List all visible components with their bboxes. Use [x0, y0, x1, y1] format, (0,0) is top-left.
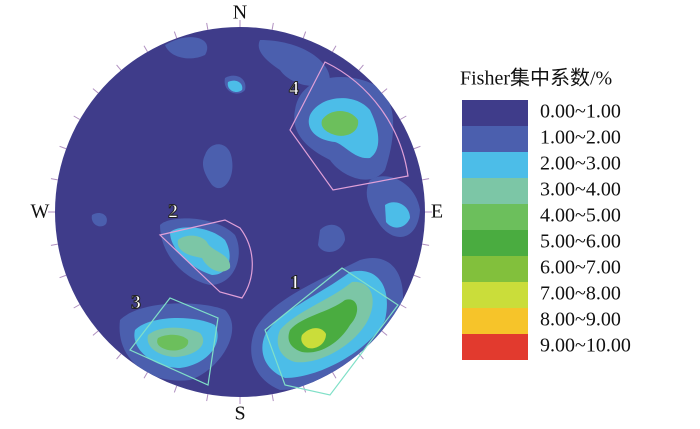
set-label: 2 [168, 201, 178, 223]
direction-label: E [431, 201, 443, 223]
tick [92, 88, 99, 94]
contour [165, 37, 208, 59]
legend-label: 3.00~4.00 [540, 179, 621, 201]
contour [157, 334, 189, 351]
tick [271, 394, 274, 402]
tick [73, 115, 81, 120]
tick-ring [48, 20, 432, 404]
legend-swatch [462, 100, 528, 126]
contour [321, 111, 359, 136]
tick [332, 45, 337, 53]
set-label: 3 [131, 292, 141, 314]
tick [399, 304, 407, 309]
legend-swatch [462, 334, 528, 360]
set-label: 1 [290, 272, 300, 294]
tick [422, 243, 430, 246]
direction-label: W [31, 201, 50, 223]
set-label: 4 [289, 78, 299, 100]
tick [92, 330, 99, 336]
direction-label: S [234, 403, 245, 425]
tick [116, 353, 122, 360]
tick [59, 274, 67, 279]
tick [271, 22, 274, 30]
legend-label: 7.00~8.00 [540, 283, 621, 305]
tick [116, 64, 122, 71]
window [289, 61, 409, 191]
legend-swatch [462, 178, 528, 204]
tick [50, 178, 58, 181]
window [158, 219, 253, 299]
legend-label: 2.00~3.00 [540, 153, 621, 175]
contour [318, 224, 345, 252]
legend-swatch [462, 256, 528, 282]
tick [73, 304, 81, 309]
tick [399, 115, 407, 120]
tick [206, 22, 209, 30]
legend-label: 5.00~6.00 [540, 231, 621, 253]
contour [301, 328, 326, 349]
legend-label: 6.00~7.00 [540, 257, 621, 279]
tick [173, 385, 178, 393]
tick [332, 371, 337, 379]
legend-swatch [462, 152, 528, 178]
tick [381, 330, 388, 336]
tick [381, 88, 388, 94]
contour [385, 202, 410, 228]
tick [302, 31, 307, 39]
legend-label: 1.00~2.00 [540, 127, 621, 149]
tick [413, 145, 421, 150]
window [129, 297, 219, 386]
legend-label: 0.00~1.00 [540, 101, 621, 123]
legend-label: 8.00~9.00 [540, 309, 621, 331]
legend: 0.00~1.00 1.00~2.00 2.00~3.00 3.00~4.00 4.00… [462, 100, 631, 360]
contour [177, 235, 231, 272]
legend-swatch [462, 204, 528, 230]
tick [358, 64, 364, 71]
contour [202, 144, 233, 189]
legend-title: Fisher集中系数/% [460, 67, 612, 90]
contour [258, 40, 330, 87]
tick [413, 274, 421, 279]
window [264, 267, 399, 396]
contours [91, 37, 420, 390]
tick [143, 45, 148, 53]
tick [59, 145, 67, 150]
tick [50, 243, 58, 246]
tick [173, 31, 178, 39]
tick [206, 394, 209, 402]
legend-label: 9.00~10.00 [540, 335, 631, 357]
tick [143, 371, 148, 379]
direction-label: N [233, 2, 247, 24]
tick [358, 353, 364, 360]
legend-swatch [462, 308, 528, 334]
legend-swatch [462, 230, 528, 256]
contour [91, 213, 107, 227]
tick [422, 178, 430, 181]
set-windows [129, 61, 409, 396]
legend-swatch [462, 282, 528, 308]
legend-swatch [462, 126, 528, 152]
legend-label: 4.00~5.00 [540, 205, 621, 227]
contour [227, 80, 243, 93]
